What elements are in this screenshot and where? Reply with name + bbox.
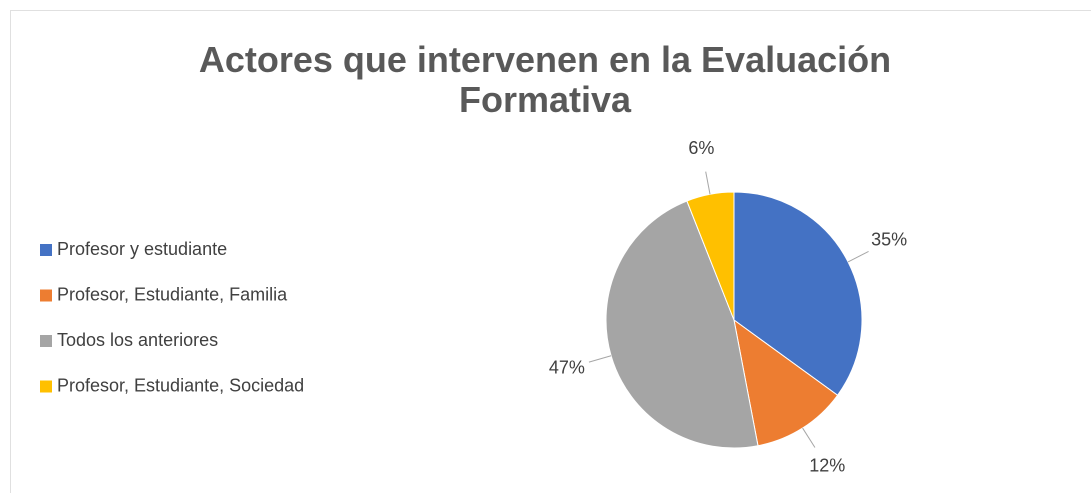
leader-line bbox=[847, 250, 869, 263]
legend-swatch bbox=[40, 380, 52, 393]
chart-border bbox=[10, 10, 1091, 493]
legend-swatch bbox=[40, 335, 52, 347]
legend-label: Profesor, Estudiante, Familia bbox=[57, 284, 288, 304]
chart-title: Actores que intervenen en la Evaluación … bbox=[198, 39, 892, 120]
leader-line bbox=[705, 171, 711, 195]
data-label: 12% bbox=[809, 456, 845, 476]
data-label: 6% bbox=[688, 138, 714, 158]
pie-slice bbox=[733, 318, 839, 447]
legend-label: Todos los anteriores bbox=[57, 330, 218, 350]
legend-label: Profesor, Estudiante, Sociedad bbox=[57, 375, 304, 395]
leader-line bbox=[588, 355, 612, 363]
pie-slice bbox=[686, 191, 735, 321]
legend-swatch bbox=[40, 244, 52, 256]
legend-swatch bbox=[40, 289, 52, 302]
legend-label: Profesor y estudiante bbox=[57, 239, 227, 259]
data-label: 35% bbox=[871, 230, 907, 250]
data-label: 47% bbox=[549, 357, 585, 377]
leader-line bbox=[802, 427, 816, 448]
pie-slice bbox=[605, 200, 759, 449]
